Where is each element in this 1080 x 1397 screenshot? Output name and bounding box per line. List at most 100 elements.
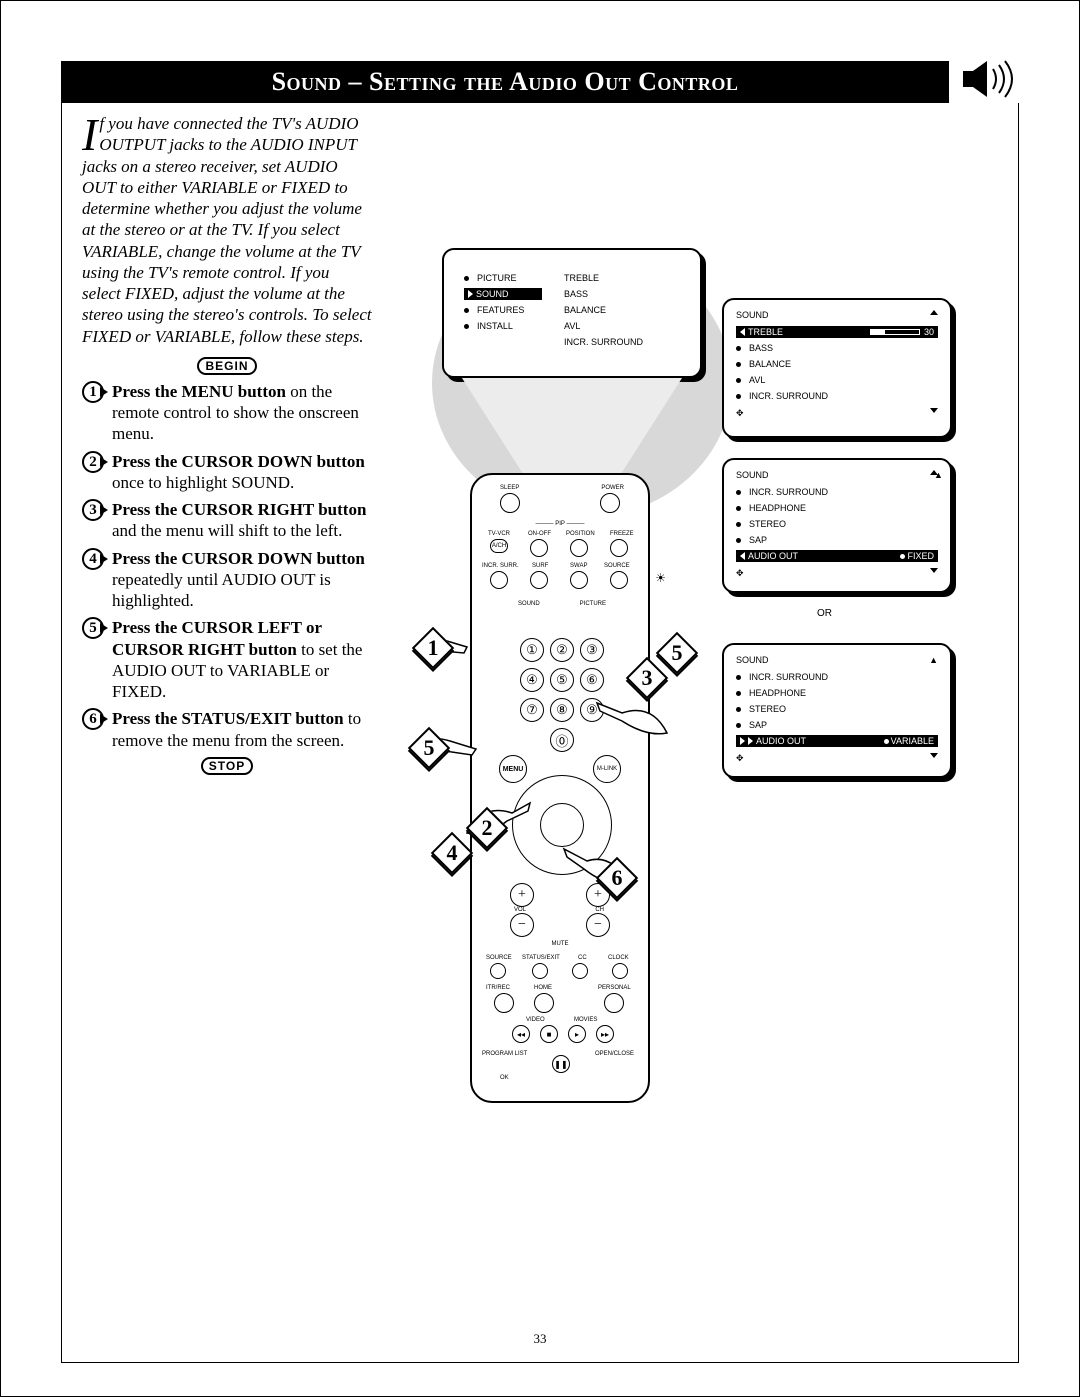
ffwd-button[interactable]: ▸▸ xyxy=(596,1025,614,1043)
b-status-label: STATUS/EXIT xyxy=(522,955,560,961)
tvvcr-label: TV-VCR xyxy=(488,531,510,537)
power-label: POWER xyxy=(601,485,624,491)
surf-label: SURF xyxy=(532,563,548,569)
begin-badge: BEGIN xyxy=(197,357,256,375)
b-source-label: SOURCE xyxy=(486,955,512,961)
vol-down-button[interactable]: − xyxy=(510,913,534,937)
play-button[interactable]: ▸ xyxy=(568,1025,586,1043)
menu-button[interactable]: MENU xyxy=(499,755,527,783)
page-title: Sound – Setting the Audio Out Control xyxy=(61,61,949,103)
dropcap: I xyxy=(82,117,97,153)
onoff-label: ON-OFF xyxy=(528,531,551,537)
intro-text: f you have connected the TV's AUDIO OUTP… xyxy=(82,114,372,346)
step-2: 2Press the CURSOR DOWN button once to hi… xyxy=(82,451,372,494)
step-4: 4Press the CURSOR DOWN button repeatedly… xyxy=(82,548,372,612)
cursor-ok[interactable] xyxy=(540,803,584,847)
power-button[interactable] xyxy=(600,493,620,513)
incrsurr-label: INCR. SURR. xyxy=(482,563,519,569)
ch-label: CH xyxy=(595,907,604,913)
step-6: 6Press the STATUS/EXIT button to remove … xyxy=(82,708,372,751)
title-text: Sound – Setting the Audio Out Control xyxy=(272,67,739,96)
scroll-up-icon: ▲ xyxy=(929,655,938,665)
mute-label: MUTE xyxy=(472,941,648,947)
projection-beam xyxy=(462,378,682,488)
vol-up-button[interactable]: + xyxy=(510,883,534,907)
itr-button[interactable] xyxy=(494,993,514,1013)
key-5[interactable]: ⑤ xyxy=(550,668,574,692)
key-0[interactable]: ⓪ xyxy=(550,728,574,752)
osd-sound-treble: SOUND TREBLE30BASSBALANCEAVLINCR. SURROU… xyxy=(722,298,952,438)
scroll-down-icon xyxy=(930,753,938,758)
source-pip-button[interactable] xyxy=(610,571,628,589)
sleep-button[interactable] xyxy=(500,493,520,513)
diagram-area: PICTURESOUNDFEATURESINSTALL TREBLEBASSBA… xyxy=(422,103,1002,1203)
pip-label: ——— PIP ——— xyxy=(472,521,648,527)
pip-onoff-button[interactable] xyxy=(530,539,548,557)
scroll-up-icon: ▲ xyxy=(930,470,938,475)
scroll-up-icon xyxy=(930,310,938,315)
b-open-label: OPEN/CLOSE xyxy=(595,1051,634,1057)
b-video-label: VIDEO xyxy=(526,1017,545,1023)
speaker-icon xyxy=(961,59,1021,99)
home-button[interactable] xyxy=(534,993,554,1013)
key-7[interactable]: ⑦ xyxy=(520,698,544,722)
b-cc-label: CC xyxy=(578,955,587,961)
vol-label: VOL xyxy=(514,907,526,913)
source-label: SOURCE xyxy=(604,563,630,569)
freeze-label: FREEZE xyxy=(610,531,634,537)
key-6[interactable]: ⑥ xyxy=(580,668,604,692)
position-label: POSITION xyxy=(566,531,595,537)
stop-button[interactable]: ■ xyxy=(540,1025,558,1043)
hand-icon xyxy=(592,693,672,743)
osd1-title: SOUND xyxy=(736,310,769,320)
b-movies-label: MOVIES xyxy=(574,1017,597,1023)
key-1[interactable]: ① xyxy=(520,638,544,662)
osd-sound-fixed: SOUND ▲ INCR. SURROUNDHEADPHONESTEREOSAP… xyxy=(722,458,952,593)
pip-freeze-button[interactable] xyxy=(610,539,628,557)
intro-paragraph: If you have connected the TV's AUDIO OUT… xyxy=(82,113,372,347)
stop-badge: STOP xyxy=(201,757,253,775)
pause-button[interactable]: ❚❚ xyxy=(552,1055,570,1073)
b-program-label: PROGRAM LIST xyxy=(482,1051,527,1057)
osd2-title: SOUND xyxy=(736,470,769,480)
b-ok-label: OK xyxy=(500,1075,509,1081)
page-number: 33 xyxy=(62,1331,1018,1347)
sound-label: SOUND xyxy=(518,601,540,607)
key-8[interactable]: ⑧ xyxy=(550,698,574,722)
pip-position-button[interactable] xyxy=(570,539,588,557)
b-clock-label: CLOCK xyxy=(608,955,629,961)
key-4[interactable]: ④ xyxy=(520,668,544,692)
b-itr-label: ITR/REC xyxy=(486,985,510,991)
ch-down-button[interactable]: − xyxy=(586,913,610,937)
key-2[interactable]: ② xyxy=(550,638,574,662)
step-3: 3Press the CURSOR RIGHT button and the m… xyxy=(82,499,372,542)
clock-button[interactable] xyxy=(612,963,628,979)
or-label: OR xyxy=(817,608,832,619)
osd3-title: SOUND xyxy=(736,655,769,665)
mlink-button[interactable]: M-LINK xyxy=(593,755,621,783)
b-source-button[interactable] xyxy=(490,963,506,979)
manual-page: Sound – Setting the Audio Out Control If… xyxy=(0,0,1080,1397)
cc-button[interactable] xyxy=(572,963,588,979)
scroll-down-icon xyxy=(930,408,938,413)
picture-label: PICTURE xyxy=(580,601,606,607)
rewind-button[interactable]: ◂◂ xyxy=(512,1025,530,1043)
b-home-label: HOME xyxy=(534,985,552,991)
ach-button[interactable]: A/CH xyxy=(490,539,508,553)
swap-label: SWAP xyxy=(570,563,587,569)
callout-5b: 5 xyxy=(656,632,698,674)
key-3[interactable]: ③ xyxy=(580,638,604,662)
osd-sound-variable: SOUND ▲ INCR. SURROUNDHEADPHONESTEREOSAP… xyxy=(722,643,952,778)
swap-button[interactable] xyxy=(570,571,588,589)
scroll-down-icon xyxy=(930,568,938,573)
sleep-label: SLEEP xyxy=(500,485,519,491)
b-personal-label: PERSONAL xyxy=(598,985,631,991)
incrsurr-button[interactable] xyxy=(490,571,508,589)
personal-button[interactable] xyxy=(604,993,624,1013)
status-exit-button[interactable] xyxy=(532,963,548,979)
content-frame: If you have connected the TV's AUDIO OUT… xyxy=(61,103,1019,1363)
remote-control: SLEEP POWER ——— PIP ——— TV-VCR ON-OFF PO… xyxy=(470,473,650,1103)
step-5: 5Press the CURSOR LEFT or CURSOR RIGHT b… xyxy=(82,617,372,702)
surf-button[interactable] xyxy=(530,571,548,589)
osd-main-menu: PICTURESOUNDFEATURESINSTALL TREBLEBASSBA… xyxy=(442,248,702,378)
